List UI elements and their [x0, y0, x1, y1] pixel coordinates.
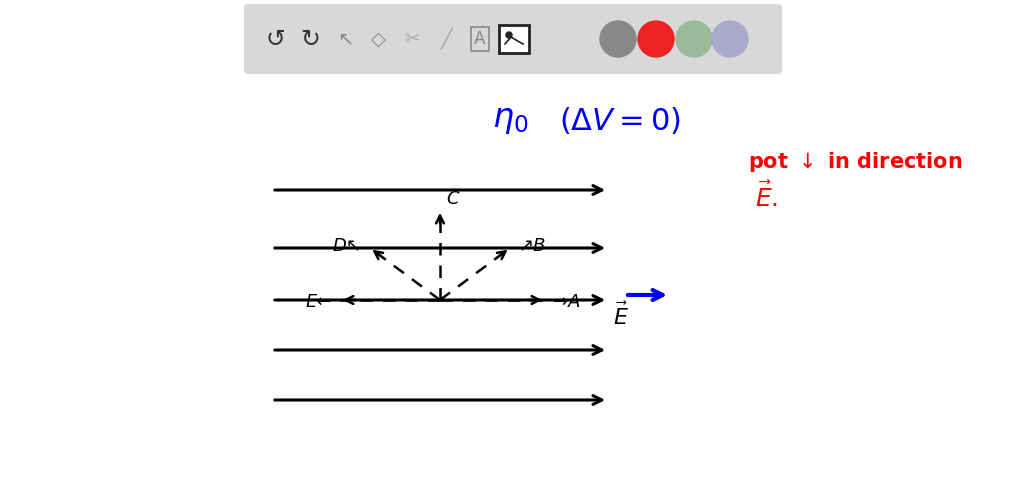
Text: ╱: ╱	[441, 28, 453, 50]
Text: $(\Delta V = 0)$: $(\Delta V = 0)$	[559, 105, 681, 135]
Text: ↗B: ↗B	[518, 237, 546, 255]
Text: $\eta_0$: $\eta_0$	[492, 104, 528, 136]
Text: C: C	[446, 190, 459, 208]
Text: D↖: D↖	[333, 237, 362, 255]
Text: E←: E←	[305, 293, 332, 311]
Text: pot $\downarrow$ in direction: pot $\downarrow$ in direction	[748, 150, 963, 174]
Circle shape	[506, 32, 512, 38]
Text: ↺: ↺	[265, 27, 285, 51]
FancyBboxPatch shape	[499, 25, 529, 53]
Text: $\vec{E}$.: $\vec{E}$.	[755, 182, 778, 212]
Text: ◇: ◇	[371, 29, 385, 49]
Circle shape	[600, 21, 636, 57]
Circle shape	[712, 21, 748, 57]
Text: ↻: ↻	[300, 27, 319, 51]
Text: ↖: ↖	[337, 29, 353, 49]
Text: $\vec{E}$: $\vec{E}$	[613, 301, 629, 329]
Circle shape	[676, 21, 712, 57]
Circle shape	[638, 21, 674, 57]
Text: ✂: ✂	[404, 30, 420, 48]
FancyBboxPatch shape	[244, 4, 782, 74]
Text: A: A	[474, 30, 485, 48]
Text: →A: →A	[553, 293, 581, 311]
